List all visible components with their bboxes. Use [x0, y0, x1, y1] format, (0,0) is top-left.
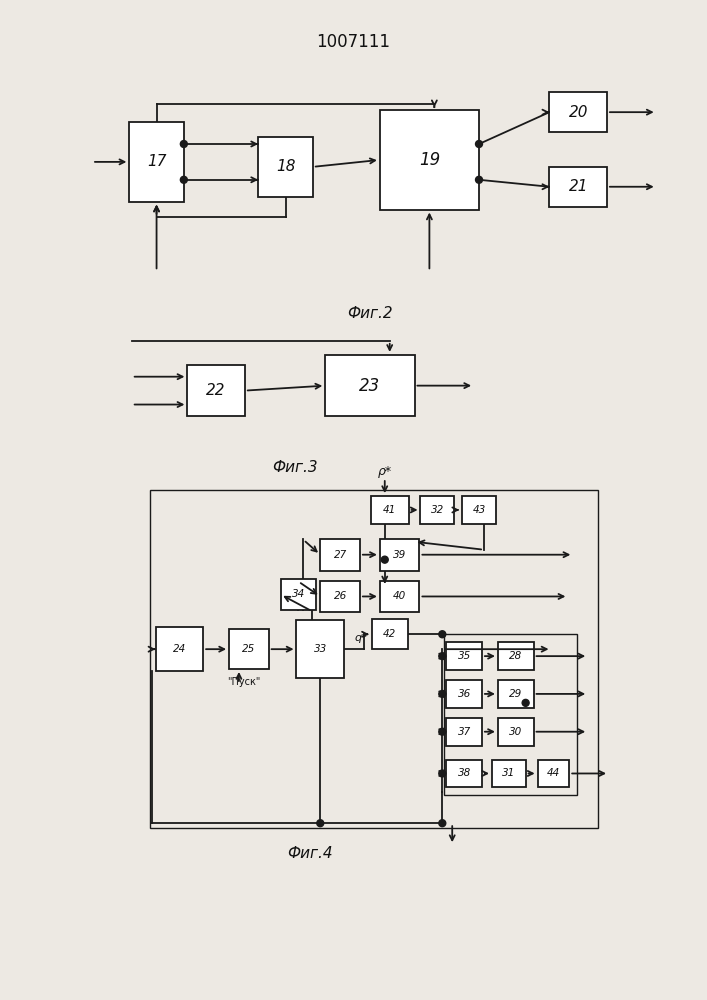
Bar [498, 642, 534, 670]
Bar [371, 496, 409, 524]
Bar [446, 760, 482, 787]
Text: 37: 37 [457, 727, 471, 737]
Text: Фиг.3: Фиг.3 [273, 460, 318, 475]
Text: 21: 21 [568, 179, 588, 194]
Text: 20: 20 [568, 105, 588, 120]
Circle shape [439, 820, 446, 827]
Circle shape [381, 556, 388, 563]
Text: 33: 33 [314, 644, 327, 654]
Circle shape [439, 728, 446, 735]
Text: 39: 39 [393, 550, 407, 560]
Circle shape [317, 820, 324, 827]
Circle shape [180, 141, 187, 147]
Text: 30: 30 [509, 727, 522, 737]
Text: 35: 35 [457, 651, 471, 661]
Text: Фиг.4: Фиг.4 [288, 846, 333, 861]
Text: ρ*: ρ* [378, 465, 392, 478]
Text: 36: 36 [457, 689, 471, 699]
Text: 42: 42 [383, 629, 397, 639]
Bar [444, 634, 577, 795]
Text: "Пуск": "Пуск" [227, 677, 260, 687]
Bar [296, 620, 344, 678]
Bar [380, 581, 419, 612]
Bar [129, 122, 184, 202]
Bar [150, 490, 598, 828]
Text: 26: 26 [334, 591, 346, 601]
Bar [462, 496, 496, 524]
Text: 28: 28 [509, 651, 522, 661]
Text: 27: 27 [334, 550, 346, 560]
Bar [492, 760, 525, 787]
Text: 22: 22 [206, 383, 226, 398]
Text: 23: 23 [359, 377, 380, 395]
Bar [380, 539, 419, 571]
Bar [187, 365, 245, 416]
Text: 18: 18 [276, 159, 296, 174]
Text: 43: 43 [472, 505, 486, 515]
Bar [156, 627, 203, 671]
Text: 41: 41 [383, 505, 397, 515]
Text: 38: 38 [457, 768, 471, 778]
Bar [325, 355, 414, 416]
Circle shape [439, 653, 446, 660]
Circle shape [439, 690, 446, 697]
Bar [498, 718, 534, 746]
Bar [446, 680, 482, 708]
Bar [380, 110, 479, 210]
Bar [549, 167, 607, 207]
Text: Фиг.2: Фиг.2 [347, 306, 392, 321]
Text: q*: q* [354, 633, 367, 643]
Bar [320, 539, 360, 571]
Text: 34: 34 [292, 589, 305, 599]
Text: 24: 24 [173, 644, 186, 654]
Circle shape [439, 770, 446, 777]
Text: 25: 25 [243, 644, 255, 654]
Bar [549, 92, 607, 132]
Circle shape [439, 631, 446, 638]
Text: 29: 29 [509, 689, 522, 699]
Text: 1007111: 1007111 [317, 33, 390, 51]
Circle shape [476, 176, 482, 183]
Text: 19: 19 [419, 151, 440, 169]
Bar [258, 137, 312, 197]
Text: 31: 31 [502, 768, 515, 778]
Text: 44: 44 [547, 768, 560, 778]
Circle shape [522, 699, 529, 706]
Bar [281, 579, 316, 610]
Bar [537, 760, 569, 787]
Bar [446, 718, 482, 746]
Bar [229, 629, 269, 669]
Text: 17: 17 [147, 154, 166, 169]
Circle shape [476, 141, 482, 147]
Circle shape [180, 176, 187, 183]
Text: 40: 40 [393, 591, 407, 601]
Bar [372, 619, 407, 649]
Bar [320, 581, 360, 612]
Bar [421, 496, 454, 524]
Text: 32: 32 [431, 505, 444, 515]
Bar [498, 680, 534, 708]
Bar [446, 642, 482, 670]
